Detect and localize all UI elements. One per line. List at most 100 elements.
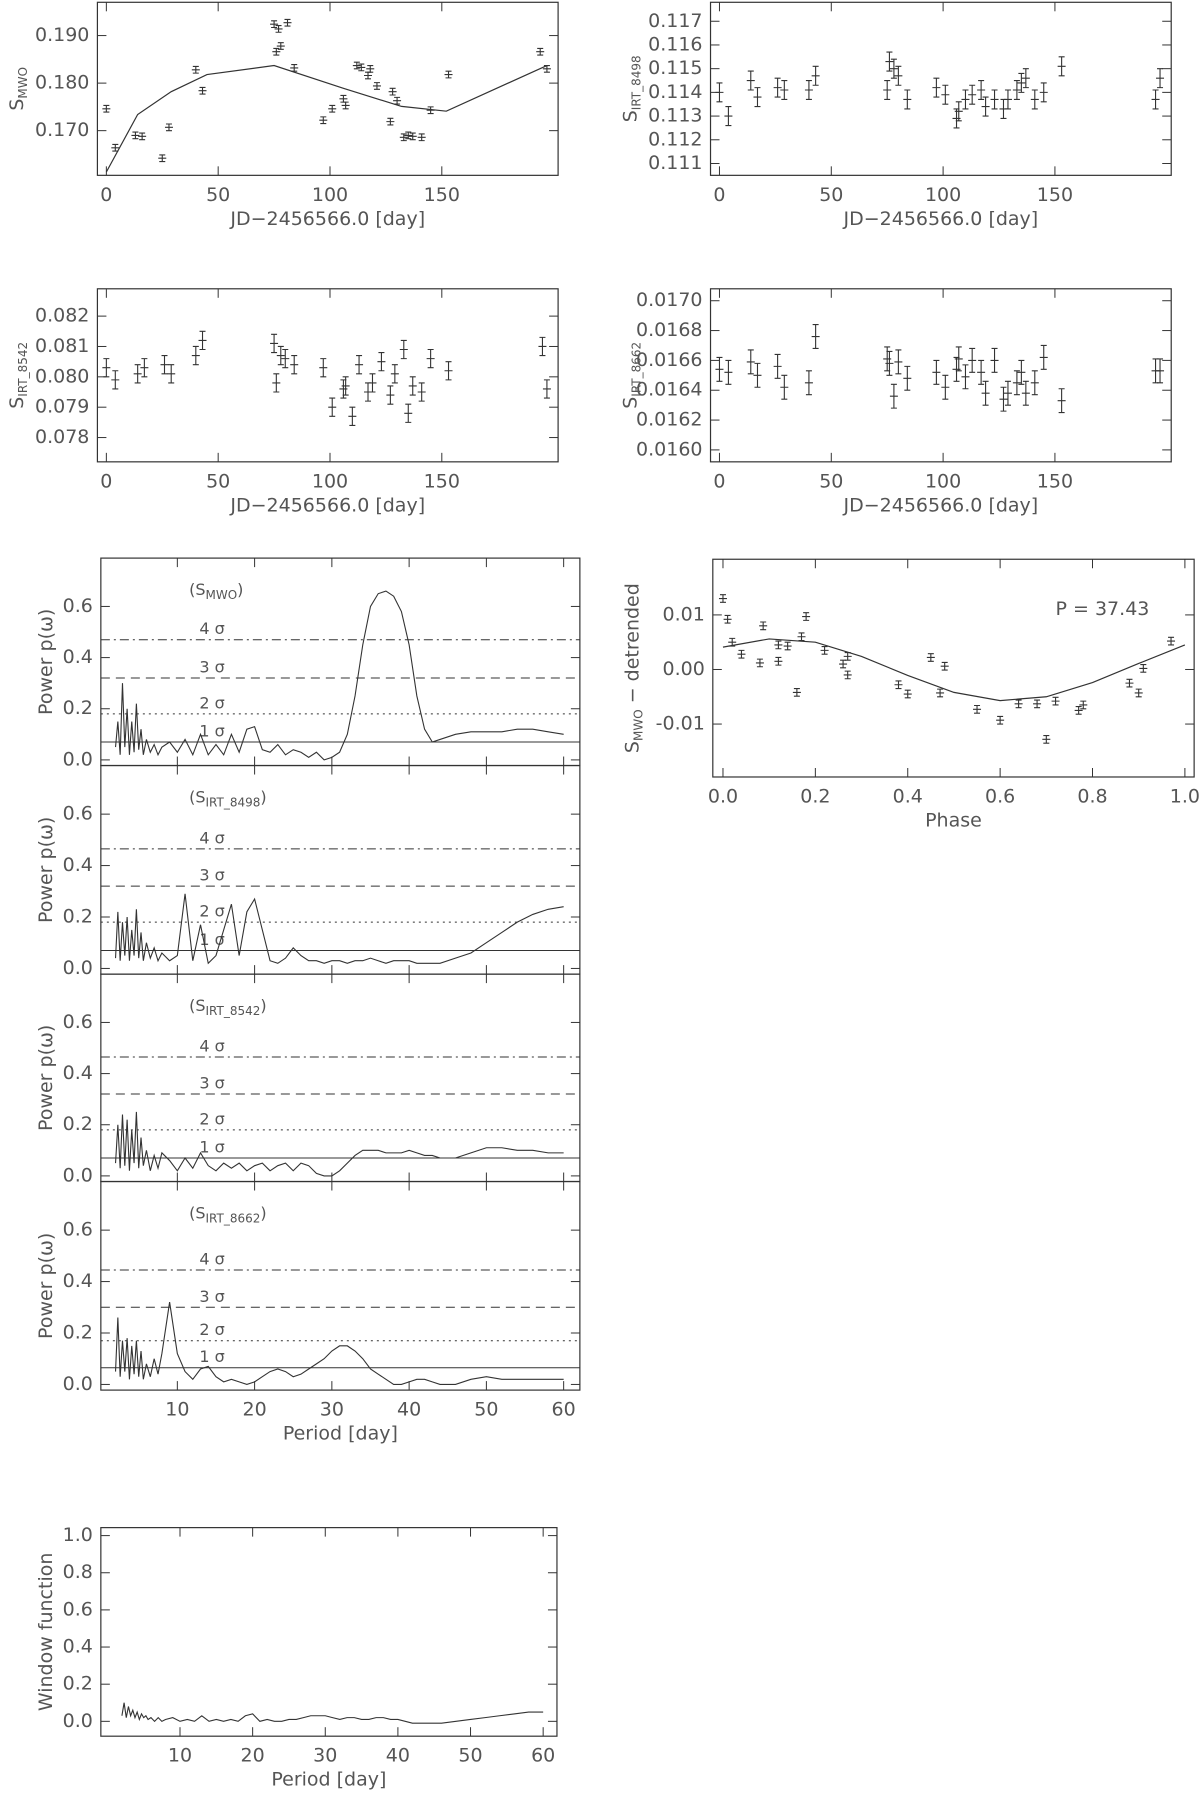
significance-label: 3 σ: [199, 866, 224, 885]
error-bar-point: [164, 123, 173, 132]
significance-label: 4 σ: [199, 619, 224, 638]
y-tick-label: 0.00: [662, 658, 704, 680]
x-tick-label: 100: [312, 184, 348, 206]
error-bar-point: [894, 65, 903, 86]
y-axis-label-sub: IRT_8662: [629, 342, 643, 397]
error-bar-point: [941, 374, 950, 400]
x-axis-label: JD−2456566.0 [day]: [229, 494, 425, 516]
y-tick-label: 0.4: [63, 646, 93, 668]
error-bar-point: [426, 106, 435, 115]
plot-frame: [709, 288, 1172, 463]
error-bar-point: [802, 612, 811, 621]
error-bar-point: [274, 25, 283, 33]
error-bar-point: [341, 376, 350, 396]
y-axis-label-sub: IRT_8498: [629, 55, 643, 110]
power-curve: [114, 893, 564, 965]
y-axis-label: SMWO: [6, 67, 30, 111]
error-bar-point: [932, 359, 941, 385]
error-bar-point: [811, 324, 820, 350]
fit-curve: [722, 638, 1186, 702]
y-tick-label: 0.2: [63, 906, 93, 928]
error-bar-point: [894, 680, 903, 690]
y-tick-label: 0.190: [35, 24, 89, 46]
y-axis-label-sub: MWO: [16, 67, 30, 99]
panel-label-text: (S: [189, 580, 205, 599]
error-bar-point: [341, 101, 350, 110]
y-axis-label-text: Power p(ω): [34, 817, 56, 923]
significance-label: 1 σ: [199, 930, 224, 949]
error-bar-point: [1051, 696, 1060, 706]
y-axis-label: SIRT_8542: [6, 342, 30, 409]
x-tick-label: 150: [1037, 470, 1073, 492]
y-axis-label: SIRT_8662: [619, 342, 643, 409]
error-bar-point: [903, 365, 912, 391]
y-tick-label: 0.2: [63, 1322, 93, 1344]
x-tick-label: 30: [313, 1745, 337, 1767]
x-axis-label: Period [day]: [271, 1769, 386, 1791]
error-bar-point: [843, 670, 852, 680]
error-bar-point: [276, 345, 285, 366]
panel-label-sub: IRT_8498: [205, 795, 260, 809]
error-bar-point: [417, 382, 426, 402]
y-tick-label: 0.2: [63, 1673, 93, 1695]
error-bar-point: [804, 370, 813, 396]
annotation: P = 37.43: [1056, 598, 1150, 620]
y-tick-label: 0.2: [63, 697, 93, 719]
error-bar-point: [746, 349, 755, 375]
plot-frame: [712, 558, 1195, 778]
power-curve: [121, 1702, 544, 1724]
plot-frame: [100, 973, 581, 1183]
error-bar-point: [388, 87, 397, 96]
error-bar-point: [883, 346, 892, 372]
error-bar-point: [276, 42, 285, 50]
y-axis-label: Power p(ω): [34, 609, 56, 715]
x-tick-label: 50: [474, 1399, 498, 1421]
error-bar-point: [746, 70, 755, 91]
error-bar-point: [399, 339, 408, 360]
x-tick-label: 40: [386, 1745, 410, 1767]
y-tick-label: 0.8: [63, 1561, 93, 1583]
y-tick-label: 0.111: [648, 152, 702, 174]
error-bar-point: [940, 661, 949, 671]
y-tick-label: 0.112: [648, 128, 702, 150]
error-bar-point: [774, 640, 783, 650]
error-bar-point: [281, 348, 290, 369]
y-tick-label: 0.078: [35, 426, 89, 448]
error-bar-point: [408, 132, 417, 141]
error-bar-point: [377, 351, 386, 372]
error-bar-point: [1042, 734, 1051, 744]
y-axis-label: SIRT_8498: [619, 55, 643, 122]
error-bar-point: [158, 154, 167, 163]
x-tick-label: 100: [925, 470, 961, 492]
x-tick-label: 30: [320, 1399, 344, 1421]
error-bar-point: [883, 79, 892, 101]
y-axis-label: SMWO − detrended: [621, 583, 645, 753]
error-bar-point: [111, 370, 120, 390]
error-bar-point: [792, 688, 801, 697]
panel-label-end: ): [260, 787, 266, 806]
error-bar-point: [773, 353, 782, 379]
x-tick-label: 50: [819, 184, 843, 206]
panel-label: (SIRT_8662): [189, 1203, 267, 1225]
error-bar-point: [357, 63, 366, 72]
error-bar-point: [981, 380, 990, 406]
panel-label-end: ): [260, 996, 266, 1015]
x-tick-label: 0: [713, 470, 725, 492]
error-bar-point: [1151, 358, 1160, 384]
error-bar-point: [1030, 370, 1039, 396]
y-tick-label: 0.2: [63, 1113, 93, 1135]
y-tick-label: 0.114: [648, 81, 702, 103]
error-bar-point: [973, 704, 982, 714]
plot-frame: [100, 557, 581, 767]
error-bar-point: [372, 82, 381, 90]
y-axis-label-sub: IRT_8542: [16, 342, 30, 397]
error-bar-point: [538, 336, 547, 357]
error-bar-point: [885, 350, 894, 376]
y-tick-label: 0.0164: [636, 379, 702, 401]
error-bar-point: [755, 658, 764, 668]
error-bar-point: [804, 79, 813, 101]
y-axis-label-text: S: [621, 741, 643, 753]
x-tick-label: 20: [243, 1399, 267, 1421]
x-tick-label: 100: [312, 470, 348, 492]
